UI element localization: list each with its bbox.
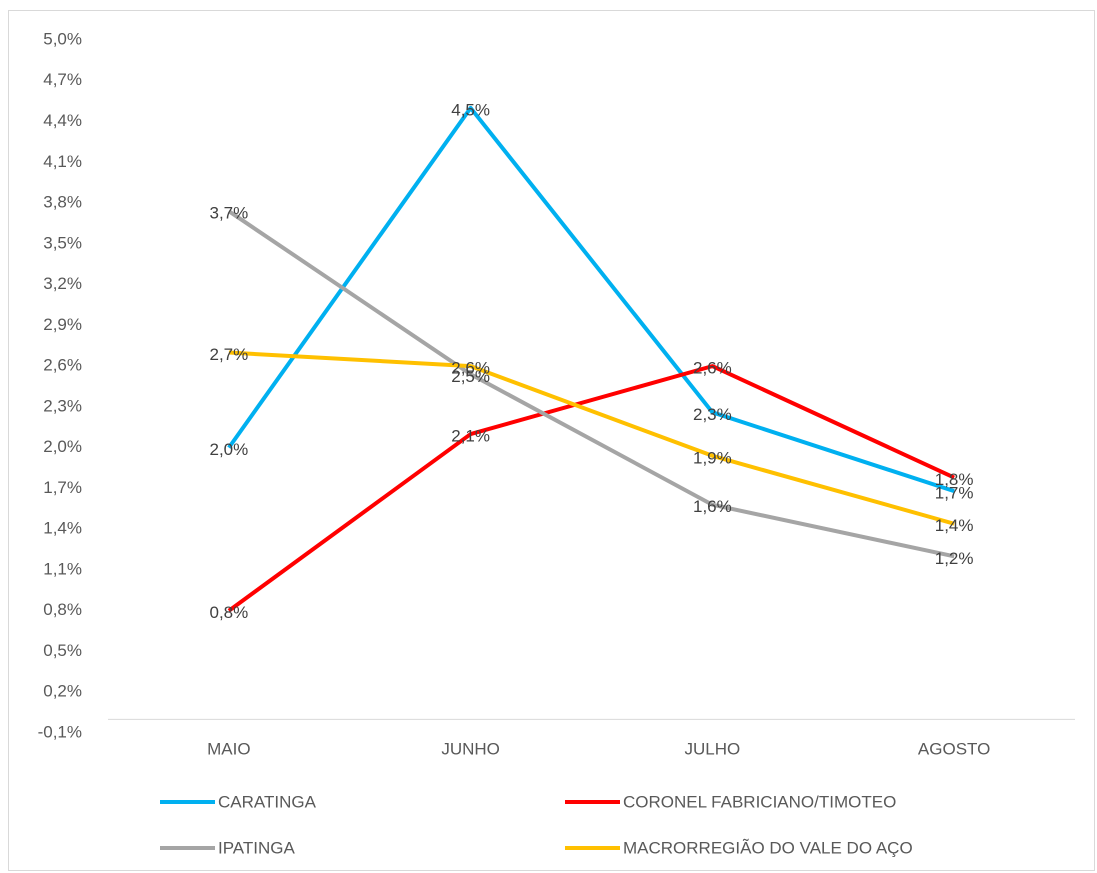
data-label: 2,7% (210, 345, 249, 364)
data-label: 1,9% (693, 448, 732, 467)
y-tick-label: 1,7% (43, 478, 82, 497)
data-label: 0,8% (210, 603, 249, 622)
y-tick-label: 2,6% (43, 356, 82, 375)
legend-label: IPATINGA (218, 838, 295, 857)
data-label: 2,0% (210, 440, 249, 459)
y-tick-label: 3,5% (43, 233, 82, 252)
x-tick-label: MAIO (207, 739, 250, 758)
data-label: 4,5% (451, 100, 490, 119)
data-label: 1,4% (935, 516, 974, 535)
y-tick-label: 3,2% (43, 274, 82, 293)
y-tick-label: 2,0% (43, 437, 82, 456)
data-label: 2,3% (693, 405, 732, 424)
series-line (227, 209, 955, 559)
y-tick-label: 3,8% (43, 193, 82, 212)
x-tick-label: JULHO (685, 739, 741, 758)
y-tick-label: 0,8% (43, 600, 82, 619)
data-label: 1,6% (693, 497, 732, 516)
legend-label: CORONEL FABRICIANO/TIMOTEO (623, 792, 896, 811)
data-label: 1,8% (935, 470, 974, 489)
data-label: 2,1% (451, 427, 490, 446)
x-tick-label: AGOSTO (918, 739, 990, 758)
legend-label: MACRORREGIÃO DO VALE DO AÇO (623, 838, 913, 857)
y-tick-label: 4,7% (43, 70, 82, 89)
y-tick-label: -0,1% (38, 722, 82, 741)
legend-label: CARATINGA (218, 792, 317, 811)
series-line (228, 350, 955, 526)
series-line (227, 364, 955, 613)
y-tick-label: 0,2% (43, 682, 82, 701)
chart-frame (8, 10, 1095, 871)
series-line (227, 105, 955, 494)
y-tick-label: 1,4% (43, 519, 82, 538)
y-tick-label: 2,3% (43, 396, 82, 415)
data-label: 1,2% (935, 549, 974, 568)
y-tick-label: 4,1% (43, 152, 82, 171)
data-label: 1,7% (935, 484, 974, 503)
y-tick-label: 5,0% (43, 29, 82, 48)
y-tick-label: 4,4% (43, 111, 82, 130)
y-tick-label: 2,9% (43, 315, 82, 334)
x-tick-label: JUNHO (441, 739, 500, 758)
y-tick-label: 1,1% (43, 559, 82, 578)
data-label: 2,6% (693, 359, 732, 378)
y-tick-label: 0,5% (43, 641, 82, 660)
data-label: 2,6% (451, 359, 490, 378)
data-label: 3,7% (210, 204, 249, 223)
data-label: 2,5% (451, 367, 490, 386)
